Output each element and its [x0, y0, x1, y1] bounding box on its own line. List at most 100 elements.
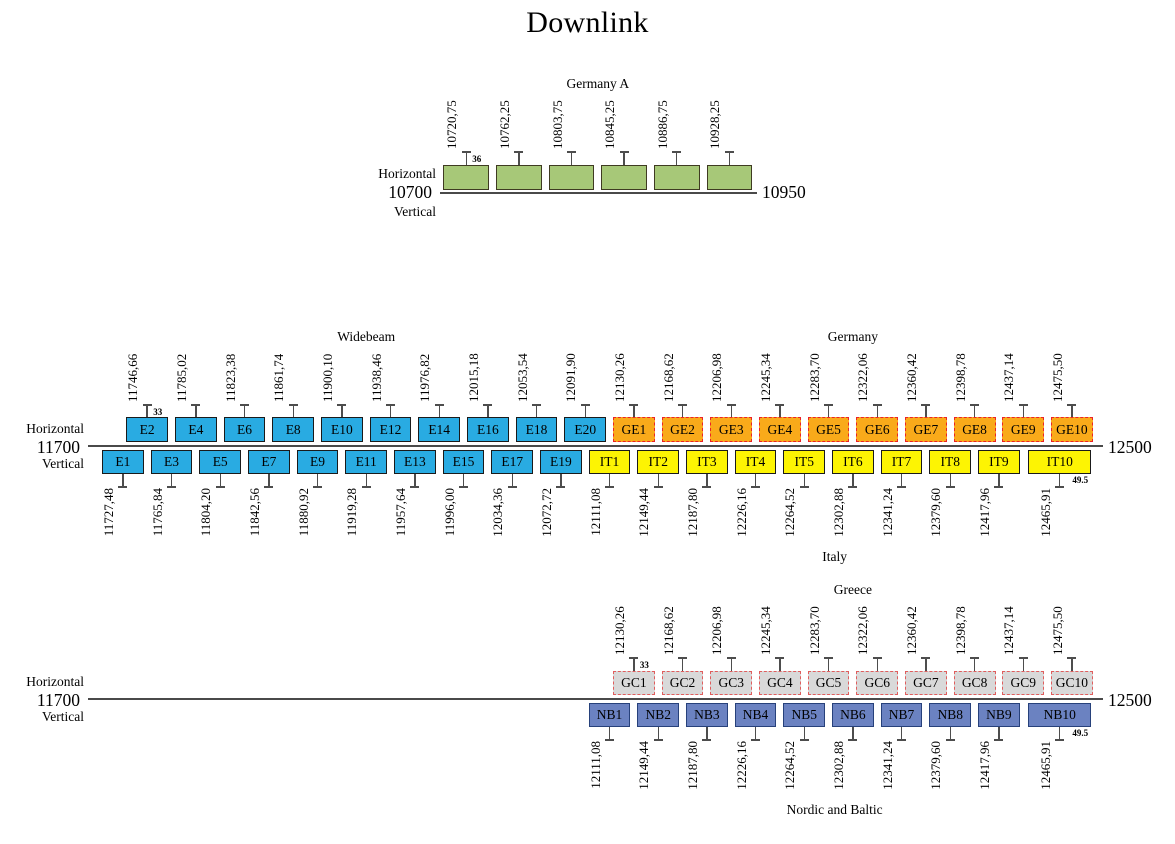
- freq-label: 10762,25: [496, 100, 512, 149]
- freq-tick-cap: [1018, 657, 1028, 659]
- freq-tick-cap: [1067, 657, 1077, 659]
- polarization-horizontal-label: Horizontal: [26, 674, 84, 689]
- freq-tick: [195, 406, 197, 417]
- channel-box-nb1: NB1: [588, 703, 631, 727]
- freq-label: 12187,80: [684, 488, 700, 537]
- freq-tick: [438, 406, 440, 417]
- channel-box-ge3: GE3: [710, 417, 753, 442]
- channel-box-gc2: GC2: [661, 671, 704, 695]
- freq-tick-cap: [507, 486, 517, 488]
- freq-tick-cap: [672, 151, 682, 153]
- freq-tick-cap: [653, 486, 663, 488]
- freq-tick-cap: [1055, 739, 1065, 741]
- freq-tick: [389, 406, 392, 417]
- channel-box-ge4: GE4: [758, 417, 801, 442]
- freq-tick-cap: [945, 486, 955, 488]
- channel-box-gc8: GC8: [953, 671, 996, 695]
- freq-tick: [341, 406, 343, 417]
- freq-tick-cap: [994, 739, 1004, 741]
- freq-label: 12226,16: [733, 741, 749, 790]
- freq-label: 12302,88: [830, 741, 846, 790]
- freq-label: 12283,70: [806, 606, 822, 655]
- freq-tick: [925, 659, 927, 671]
- freq-label: 12149,44: [636, 488, 652, 537]
- freq-tick: [754, 727, 757, 739]
- freq-label: 12034,36: [490, 488, 506, 537]
- freq-tick: [949, 727, 951, 739]
- freq-label: 10845,25: [602, 100, 618, 149]
- freq-label: 12149,44: [636, 741, 652, 790]
- channel-box-it10: IT10: [1028, 450, 1092, 474]
- freq-tick: [243, 406, 246, 417]
- channel-box-e19: E19: [539, 450, 582, 474]
- freq-tick-cap: [459, 486, 469, 488]
- freq-tick: [827, 406, 830, 417]
- freq-tick: [706, 474, 708, 486]
- freq-tick: [730, 406, 732, 417]
- freq-label: 12302,88: [830, 488, 846, 537]
- freq-tick: [487, 406, 489, 417]
- freq-tick: [676, 153, 678, 165]
- channel-box-ge6: GE6: [856, 417, 899, 442]
- freq-tick: [998, 474, 1000, 486]
- freq-label: 11823,38: [222, 353, 238, 402]
- freq-tick: [730, 659, 732, 671]
- freq-label: 11727,48: [100, 488, 116, 537]
- channel-box-ge1: GE1: [612, 417, 655, 442]
- channel-box-e13: E13: [393, 450, 436, 474]
- freq-tick: [1059, 474, 1061, 486]
- freq-tick-cap: [605, 739, 615, 741]
- freq-label: 12168,62: [660, 606, 676, 655]
- freq-tick: [365, 474, 367, 486]
- freq-label: 11746,66: [125, 353, 141, 402]
- freq-label: 12398,78: [952, 606, 968, 655]
- freq-label: 12245,34: [757, 606, 773, 655]
- freq-label: 12322,06: [855, 353, 871, 402]
- freq-tick: [681, 406, 684, 417]
- freq-tick: [535, 406, 538, 417]
- channel-box: [653, 165, 700, 190]
- axis-max-label: 10950: [762, 182, 806, 202]
- freq-tick-cap: [702, 486, 712, 488]
- channel-box-e18: E18: [515, 417, 558, 442]
- freq-tick: [657, 727, 659, 739]
- freq-tick: [1022, 659, 1024, 671]
- bandwidth-annotation: 33: [639, 660, 649, 670]
- freq-tick-cap: [167, 486, 177, 488]
- freq-tick-cap: [921, 404, 931, 406]
- freq-label: 12206,98: [709, 353, 725, 402]
- freq-tick-cap: [483, 404, 493, 406]
- freq-tick-cap: [872, 657, 882, 659]
- channel-box-e3: E3: [150, 450, 193, 474]
- channel-box-gc7: GC7: [904, 671, 947, 695]
- freq-tick-cap: [240, 404, 250, 406]
- freq-label: 11861,74: [271, 353, 287, 402]
- freq-tick: [511, 474, 513, 486]
- beam-label-greece: Greece: [833, 582, 872, 597]
- freq-label: 12283,70: [806, 353, 822, 402]
- freq-tick-cap: [678, 657, 688, 659]
- freq-tick-cap: [970, 404, 980, 406]
- freq-tick-cap: [337, 404, 347, 406]
- freq-tick: [608, 474, 611, 486]
- channel-box-it2: IT2: [637, 450, 680, 474]
- channel-box-e6: E6: [223, 417, 266, 442]
- axis-min-label: 11700: [36, 437, 80, 457]
- freq-tick: [219, 474, 221, 486]
- freq-label: 11842,56: [246, 488, 262, 537]
- freq-label: 12437,14: [1001, 353, 1017, 402]
- bandwidth-annotation: 49.5: [1072, 475, 1089, 485]
- bandwidth-annotation: 49.5: [1072, 728, 1089, 738]
- channel-box-gc1: GC1: [612, 671, 655, 695]
- freq-tick-cap: [619, 151, 629, 153]
- freq-label: 12379,60: [928, 741, 944, 790]
- channel-box-gc6: GC6: [856, 671, 899, 695]
- freq-tick: [657, 474, 659, 486]
- channel-box-it7: IT7: [880, 450, 923, 474]
- freq-tick-cap: [605, 486, 615, 488]
- channel-box-nb7: NB7: [880, 703, 923, 727]
- freq-tick-cap: [848, 486, 858, 488]
- freq-tick: [728, 153, 731, 165]
- axis-max-label: 12500: [1108, 690, 1152, 710]
